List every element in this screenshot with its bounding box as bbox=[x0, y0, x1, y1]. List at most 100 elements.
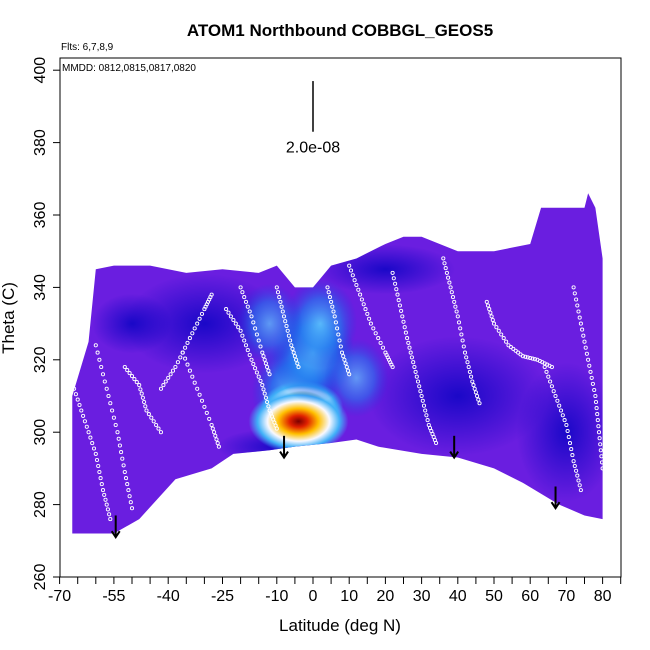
track-point bbox=[240, 290, 245, 295]
track-point bbox=[129, 506, 135, 511]
track-point bbox=[295, 361, 300, 366]
track-point bbox=[104, 386, 109, 391]
track-point bbox=[487, 307, 492, 312]
track-point bbox=[262, 357, 267, 362]
track-point bbox=[560, 413, 565, 418]
track-point bbox=[494, 325, 499, 330]
track-point bbox=[365, 311, 370, 316]
track-point bbox=[491, 321, 497, 326]
track-point bbox=[456, 320, 462, 325]
track-point bbox=[163, 379, 168, 384]
track-point bbox=[104, 502, 109, 507]
track-point bbox=[564, 422, 569, 428]
track-point bbox=[285, 328, 290, 333]
track-point bbox=[178, 355, 183, 360]
track-point bbox=[127, 494, 132, 499]
track-point bbox=[251, 361, 256, 367]
track-point bbox=[267, 372, 272, 377]
track-point bbox=[209, 422, 214, 428]
track-point bbox=[496, 328, 501, 333]
track-point bbox=[187, 336, 192, 341]
track-point bbox=[396, 298, 401, 303]
track-point bbox=[256, 374, 261, 379]
track-point bbox=[113, 422, 118, 428]
track-point bbox=[344, 364, 349, 370]
y-tick-label: 400 bbox=[32, 57, 49, 84]
track-point bbox=[490, 317, 495, 323]
track-point bbox=[105, 507, 110, 512]
track-point bbox=[581, 333, 586, 338]
x-tick-label: 10 bbox=[340, 588, 358, 605]
track-point bbox=[576, 309, 581, 314]
x-tick-label: 80 bbox=[594, 588, 612, 605]
heatmap-hotspots bbox=[236, 278, 389, 454]
track-point bbox=[333, 320, 338, 325]
track-point bbox=[214, 437, 219, 442]
track-point bbox=[280, 309, 285, 314]
track-point bbox=[296, 364, 301, 370]
track-point bbox=[408, 350, 413, 355]
track-point bbox=[207, 416, 212, 421]
track-point bbox=[195, 321, 200, 326]
track-point bbox=[121, 463, 126, 468]
track-point bbox=[86, 430, 91, 435]
track-point bbox=[73, 392, 78, 397]
track-point bbox=[600, 466, 605, 471]
track-point bbox=[284, 323, 289, 329]
track-point bbox=[260, 383, 265, 388]
arrow-head bbox=[279, 450, 289, 460]
track-point bbox=[247, 352, 252, 358]
x-tick-label: -40 bbox=[157, 588, 180, 605]
track-point bbox=[470, 379, 475, 384]
track-point bbox=[326, 290, 331, 295]
track-point bbox=[240, 333, 245, 338]
track-point bbox=[520, 354, 526, 359]
track-point bbox=[469, 374, 474, 379]
track-point bbox=[393, 281, 398, 286]
track-point bbox=[224, 307, 229, 312]
track-point bbox=[592, 387, 597, 393]
track-point bbox=[570, 453, 575, 458]
track-point bbox=[106, 393, 111, 399]
track-point bbox=[380, 345, 386, 350]
track-point bbox=[549, 384, 554, 389]
track-point bbox=[504, 339, 509, 344]
track-point bbox=[173, 364, 178, 370]
track-point bbox=[195, 386, 200, 391]
y-tick-label: 340 bbox=[32, 274, 49, 301]
track-point bbox=[407, 345, 412, 350]
x-tick-label: 0 bbox=[309, 588, 318, 605]
track-point bbox=[199, 311, 205, 316]
track-point bbox=[261, 354, 266, 359]
track-point bbox=[127, 371, 132, 376]
track-point bbox=[350, 273, 355, 278]
dates-note: MMDD: 0812,0815,0817,0820 bbox=[62, 63, 196, 74]
plot-frame bbox=[59, 57, 622, 578]
track-point bbox=[190, 374, 195, 379]
track-point bbox=[589, 375, 594, 380]
track-point bbox=[88, 435, 93, 440]
track-point bbox=[449, 290, 454, 295]
track-point bbox=[290, 346, 295, 351]
hotspot bbox=[248, 389, 349, 454]
track-point bbox=[555, 398, 560, 403]
track-point bbox=[294, 357, 299, 362]
track-point bbox=[286, 333, 291, 338]
track-point bbox=[238, 285, 243, 290]
track-point bbox=[473, 390, 478, 395]
track-point bbox=[329, 299, 334, 304]
track-point bbox=[598, 448, 603, 453]
track-point bbox=[274, 426, 279, 431]
track-point bbox=[75, 397, 80, 402]
track-point bbox=[528, 355, 533, 361]
track-point bbox=[274, 285, 279, 290]
track-point bbox=[358, 292, 363, 297]
hotspot bbox=[324, 338, 389, 417]
x-tick-label: 20 bbox=[377, 588, 395, 605]
track-point bbox=[258, 344, 263, 349]
track-point bbox=[373, 331, 378, 336]
track-point bbox=[390, 270, 395, 275]
track-point bbox=[341, 354, 346, 359]
track-point bbox=[291, 350, 296, 355]
track-point bbox=[97, 469, 102, 475]
